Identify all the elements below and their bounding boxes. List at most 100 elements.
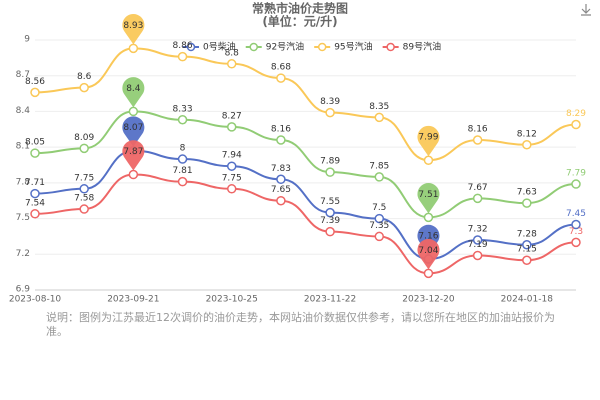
data-point [226,161,237,171]
data-label: 7.45 [566,209,586,219]
data-label: 8.86 [173,41,193,51]
data-point [472,135,483,145]
data-label: 7.65 [271,185,291,195]
data-point [30,209,40,219]
legend-marker [386,42,395,52]
y-tick-label: 7.5 [16,213,30,223]
data-label: 7.79 [566,169,586,179]
data-label: 8.05 [25,138,45,148]
legend-label: 92号汽油 [266,41,304,53]
pin-marker [417,125,440,157]
x-tick-label: 2023-09-21 [107,295,159,305]
data-point [472,250,483,261]
data-label: 8.09 [74,133,94,143]
data-point [276,174,286,185]
data-point [325,167,335,177]
x-tick-label: 2023-10-25 [206,295,258,305]
data-point [374,172,385,182]
data-label: 7.85 [369,161,389,171]
data-point [177,154,188,164]
data-point [571,179,581,189]
data-label: 7.19 [468,240,488,250]
data-label: 7.32 [468,225,488,235]
data-label: 7.67 [468,183,488,193]
data-label: 7.15 [517,245,537,255]
legend-marker [317,42,327,52]
data-label: 8 [180,144,186,154]
data-label: 8.68 [271,63,291,73]
legend-marker [186,42,196,52]
pin-label: 7.87 [123,147,143,157]
data-point [177,115,188,125]
legend-marker [249,42,258,52]
x-tick-label: 2023-08-10 [9,295,62,305]
data-point [522,140,532,150]
data-point [571,219,581,230]
data-label: 8.33 [173,104,193,114]
pin-label: 7.51 [418,190,438,200]
data-label: 7.63 [517,188,537,198]
data-label: 8.16 [468,125,488,135]
data-point [571,237,581,248]
data-label: 7.83 [271,164,291,174]
data-point [276,195,286,206]
data-label: 7.5 [372,203,386,213]
x-tick-label: 2023-11-22 [304,295,356,305]
pin-label: 8.07 [123,123,143,133]
download-icon[interactable] [581,4,591,16]
data-label: 7.94 [222,151,242,161]
data-point [226,59,237,69]
pin-label: 8.4 [126,84,141,94]
y-tick-label: 7.2 [16,249,30,259]
data-point [30,188,40,199]
pin-label: 7.16 [418,232,438,242]
data-label: 7.75 [222,173,242,183]
legend-label: 0号柴油 [203,41,236,53]
data-point [128,169,139,180]
y-tick-label: 6.9 [16,285,31,295]
data-point [128,106,139,117]
data-label: 7.54 [25,198,45,208]
footnote: 说明：图例为江苏最近12次调价的油价走势，本网站油价数据仅供参考，请以您所在地区… [46,311,555,338]
data-point [79,184,89,194]
x-tick-label: 2023-12-20 [402,295,455,305]
pin-label: 8.93 [123,21,143,31]
series-line [34,149,577,261]
y-tick-label: 8.1 [16,142,30,152]
data-point [79,82,89,93]
data-point [276,135,286,145]
data-point [374,112,385,123]
data-point [325,107,335,118]
data-point [374,231,385,242]
data-label: 8.16 [271,125,291,135]
y-tick-label: 8.7 [16,70,30,80]
data-point [374,213,385,224]
pin-marker [122,77,145,108]
data-label: 8.8 [225,48,240,58]
data-label: 7.3 [569,227,583,237]
data-point [79,143,89,154]
x-tick-label: 2024-01-18 [501,295,554,305]
data-point [472,193,483,204]
data-label: 8.56 [25,77,45,87]
data-point [276,73,286,83]
data-point [325,207,335,218]
data-label: 8.35 [369,102,389,112]
data-point [177,51,188,62]
pin-marker [122,14,145,45]
series-line [34,110,577,219]
data-label: 8.6 [77,72,92,82]
chart-title: 常熟市油价走势图 [252,1,348,16]
pin-marker [122,140,145,171]
data-point [522,255,532,265]
y-tick-label: 7.8 [16,177,31,187]
data-point [226,122,237,132]
chart-subtitle: (单位：元/升) [262,14,337,29]
y-tick-label: 8.4 [16,106,31,116]
y-tick-label: 9 [24,35,30,45]
data-label: 8.12 [517,129,537,139]
data-label: 7.28 [517,229,537,239]
data-point [79,204,89,214]
data-label: 7.71 [25,178,45,188]
